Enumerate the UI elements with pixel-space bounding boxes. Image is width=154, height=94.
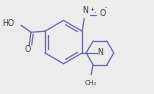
Text: O: O	[100, 9, 106, 18]
Text: -: -	[105, 6, 107, 11]
Text: N: N	[82, 6, 88, 15]
Text: HO: HO	[2, 19, 14, 28]
Text: N: N	[97, 48, 103, 57]
Text: +: +	[90, 7, 95, 12]
Text: ·: ·	[93, 9, 96, 18]
Text: O: O	[25, 45, 31, 54]
Text: CH₃: CH₃	[85, 80, 97, 86]
